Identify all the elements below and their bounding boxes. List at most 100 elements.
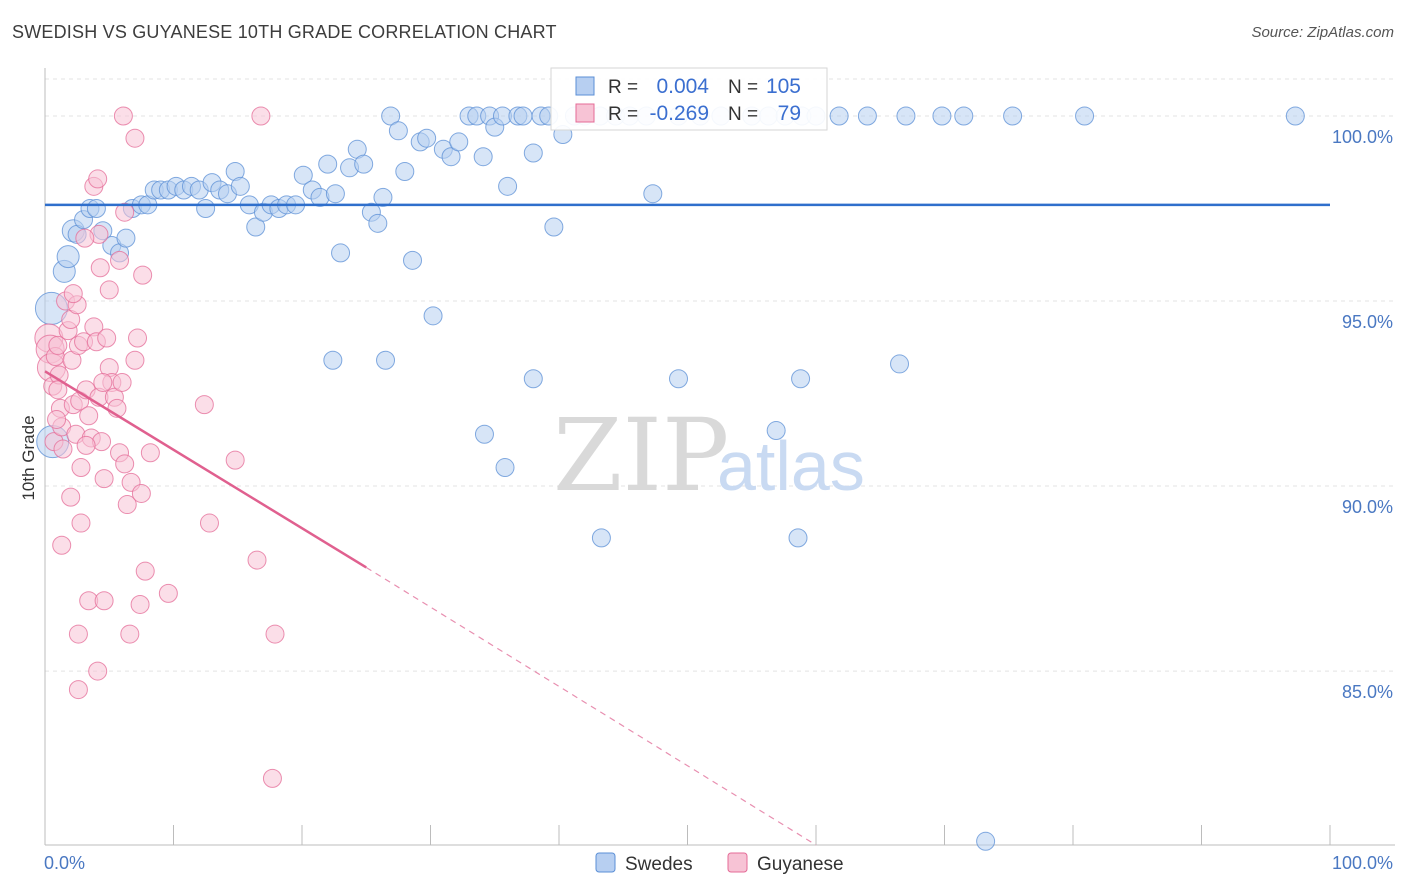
swedes-point [791,369,811,389]
swedes-point [395,162,415,182]
legend-n-value: 79 [778,102,801,125]
guyanese-point [88,661,108,681]
legend-r-label: R = [608,104,638,125]
guyanese-point [113,106,133,126]
guyanese-point [125,350,145,370]
legend-n-label: N = [728,77,758,98]
bottom-legend[interactable]: Swedes Guyanese [595,852,844,875]
swedes-point [376,350,396,370]
swedes-point [1003,106,1023,126]
trend-lines [44,203,1330,846]
swedes-point [403,250,423,270]
swedes-point [829,106,849,126]
legend-stats: R = 0.004 N = 105 R = -0.269 N = 79 [550,67,828,131]
swedes-point [423,306,443,326]
guyanese-point [133,265,153,285]
y-tick-label: 90.0% [1342,497,1393,517]
watermark-atlas: atlas [717,427,865,505]
swedes-point [417,128,437,148]
legend-box [550,67,828,131]
legend-swatch-guyanese[interactable] [727,852,748,873]
swedes-point [976,831,996,851]
swedes-point [323,350,343,370]
legend-r-value: 0.004 [656,75,709,98]
swedes-point [196,199,216,219]
guyanese-point [88,169,108,189]
watermark: ZIP atlas [553,397,865,514]
swedes-point [473,147,493,167]
guyanese-point [90,258,110,278]
guyanese-point [265,624,285,644]
swedes-point [498,176,518,196]
swedes-point [246,217,266,237]
swedes-point [932,106,952,126]
swedes-point [643,184,663,204]
legend-swatch [575,76,595,96]
swedes-point [293,165,313,185]
y-tick-labels: 100.0% 95.0% 90.0% 85.0% [1332,127,1393,702]
guyanese-point [71,513,91,533]
guyanese-point [135,561,155,581]
chart-source: Source: ZipAtlas.com [1251,24,1394,41]
guyanese-point [68,624,88,644]
guyanese-point [130,594,150,614]
swedes-point [474,424,494,444]
x-tick-label: 0.0% [44,853,85,873]
swedes-point [857,106,877,126]
legend-n-label: N = [728,104,758,125]
guyanese-point [99,280,119,300]
legend-label-guyanese[interactable]: Guyanese [757,854,844,875]
guyanese-point [71,458,91,478]
swedes-point [388,121,408,141]
guyanese-point [75,228,95,248]
guyanese-point [63,284,83,304]
guyanese-point [47,409,67,429]
guyanese-point [125,128,145,148]
guyanese-point [61,487,81,507]
guyanese-point [53,439,73,459]
swedes-point [495,458,515,478]
swedes-point [373,187,393,207]
guyanese-point [131,483,151,503]
swedes-point [523,369,543,389]
legend-swatch [575,103,595,123]
guyanese-point [76,435,96,455]
y-axis-label: 10th Grade [19,415,38,500]
guyanese-point [115,454,135,474]
legend-swatch-swedes[interactable] [595,852,616,873]
swedes-point [441,147,461,167]
swedes-point [1285,106,1305,126]
x-tick-labels: 0.0% 100.0% [44,853,1393,873]
y-tick-label: 95.0% [1342,312,1393,332]
guyanese-point [194,395,214,415]
guyanese-point [247,550,267,570]
guyanese-point [115,202,135,222]
guyanese-point [262,768,282,788]
swedes-point [354,154,374,174]
guyanese-point [128,328,148,348]
guyanese-trend-line [44,370,367,569]
swedes-point [788,528,808,548]
legend-label-swedes[interactable]: Swedes [625,854,693,875]
swedes-point [591,528,611,548]
swedes-point [116,228,136,248]
axes [44,68,1395,846]
guyanese-point [94,469,114,489]
swedes-point [890,354,910,374]
legend-r-label: R = [608,77,638,98]
guyanese-point [158,583,178,603]
swedes-point [513,106,533,126]
guyanese-point [120,624,140,644]
guyanese-point [48,335,68,355]
swedes-point [523,143,543,163]
guyanese-trend-extension [365,566,817,846]
watermark-zip: ZIP [553,397,729,514]
swedes-point [449,132,469,152]
guyanese-point [225,450,245,470]
swedes-point [86,199,106,219]
guyanese-point [140,443,160,463]
x-tick-label: 100.0% [1332,853,1393,873]
guyanese-point [117,495,137,515]
legend-r-value: -0.269 [649,102,709,125]
